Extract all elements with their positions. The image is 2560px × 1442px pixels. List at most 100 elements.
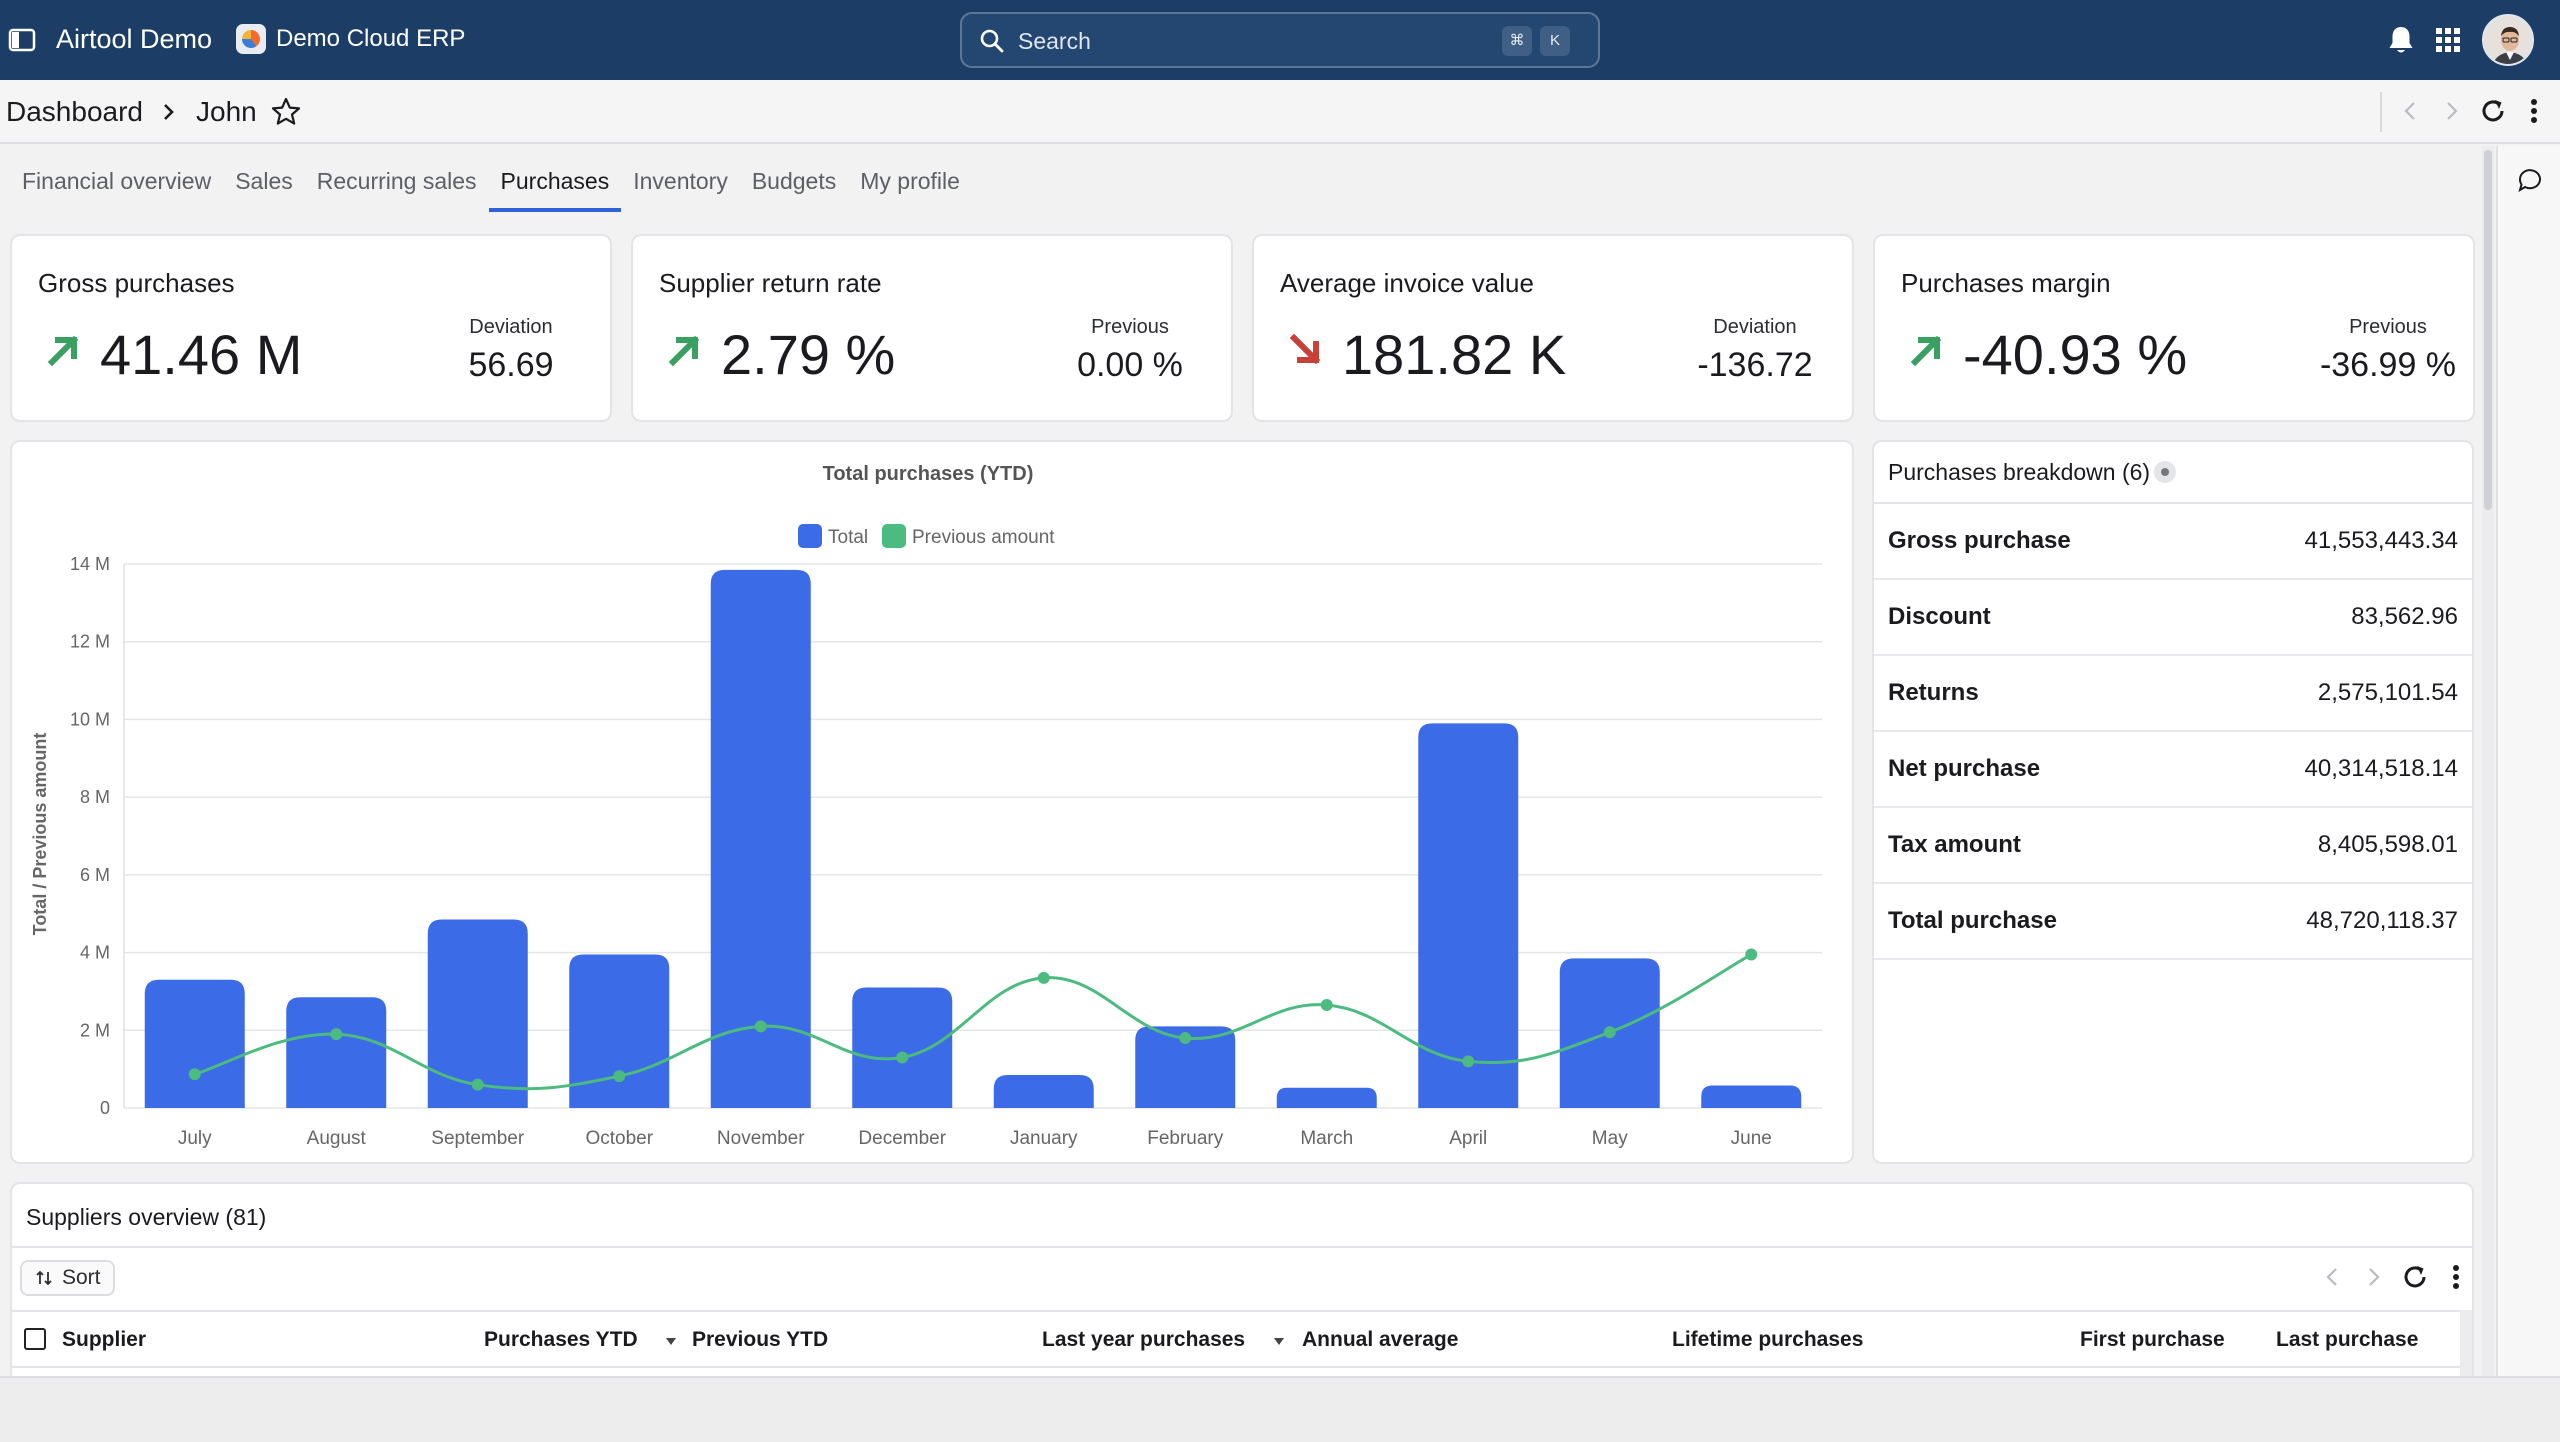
- point-october[interactable]: [613, 1070, 626, 1083]
- bar-january[interactable]: [993, 1074, 1094, 1108]
- favorite-star-icon[interactable]: [270, 96, 302, 128]
- legend-swatch-total[interactable]: [798, 524, 822, 548]
- suppliers-overview-card: Suppliers overview (81) Sort Supplier Pu…: [10, 1182, 2474, 1382]
- breakdown-label: Returns: [1888, 679, 1979, 706]
- kpi-side-label: Previous: [2349, 316, 2427, 338]
- kpi-side-label: Previous: [1091, 316, 1169, 338]
- kpi-side-value: -136.72: [1697, 346, 1813, 384]
- tab-inventory[interactable]: Inventory: [633, 168, 728, 194]
- kpi-title: Average invoice value: [1280, 268, 1534, 298]
- chevron-right-icon[interactable]: [2360, 1264, 2386, 1290]
- point-september[interactable]: [471, 1078, 484, 1091]
- sort-descending-icon[interactable]: [1272, 1334, 1286, 1348]
- point-may[interactable]: [1603, 1026, 1616, 1039]
- column-header-purchases-ytd[interactable]: Purchases YTD: [484, 1328, 638, 1351]
- page-scrollbar-thumb[interactable]: [2484, 150, 2492, 510]
- comment-icon[interactable]: [2516, 166, 2544, 194]
- breakdown-value: 2,575,101.54: [2317, 679, 2458, 706]
- kpi-value: 2.79 %: [721, 323, 896, 386]
- bar-april[interactable]: [1418, 723, 1519, 1108]
- point-august[interactable]: [330, 1028, 343, 1041]
- point-march[interactable]: [1320, 999, 1333, 1012]
- bar-february[interactable]: [1135, 1026, 1236, 1108]
- breakdown-row[interactable]: Total purchase 48,720,118.37: [1874, 884, 2472, 960]
- kpi-card-supplier-return-rate[interactable]: Supplier return rate 2.79 % Previous 0.0…: [631, 234, 1233, 422]
- kpi-side-label: Deviation: [469, 316, 553, 338]
- kpi-value: -40.93 %: [1963, 323, 2188, 386]
- kpi-card-average-invoice-value[interactable]: Average invoice value 181.82 K Deviation…: [1252, 234, 1854, 422]
- select-all-checkbox[interactable]: [24, 1328, 46, 1350]
- search-input[interactable]: [1018, 26, 1438, 56]
- tab-financial-overview[interactable]: Financial overview: [22, 168, 212, 194]
- chevron-left-icon[interactable]: [2320, 1264, 2346, 1290]
- x-tick-label: August: [307, 1128, 367, 1149]
- point-february[interactable]: [1179, 1032, 1192, 1045]
- notifications-bell-icon[interactable]: [2386, 24, 2416, 56]
- sidebar-toggle-icon[interactable]: [8, 26, 36, 54]
- point-december[interactable]: [896, 1051, 909, 1064]
- divider: [12, 1246, 2472, 1248]
- column-header-annual-average[interactable]: Annual average: [1302, 1328, 1459, 1351]
- column-header-last-year-purchases[interactable]: Last year purchases: [1042, 1328, 1246, 1351]
- column-header-lifetime-purchases[interactable]: Lifetime purchases: [1672, 1328, 1864, 1351]
- sort-descending-icon[interactable]: [664, 1334, 678, 1348]
- more-vertical-icon[interactable]: [2522, 96, 2546, 126]
- refresh-icon[interactable]: [2478, 96, 2508, 126]
- info-icon[interactable]: [2154, 461, 2177, 483]
- breakdown-row[interactable]: Discount 83,562.96: [1874, 580, 2472, 656]
- breakdown-row[interactable]: Gross purchase 41,553,443.34: [1874, 504, 2472, 580]
- bar-august[interactable]: [286, 997, 387, 1108]
- chevron-left-icon[interactable]: [2398, 98, 2424, 124]
- kpi-card-purchases-margin[interactable]: Purchases margin -40.93 % Previous -36.9…: [1873, 234, 2475, 422]
- suppliers-table-header: Supplier Purchases YTD Previous YTD Last…: [12, 1310, 2472, 1368]
- x-tick-label: July: [178, 1128, 212, 1149]
- more-vertical-icon[interactable]: [2444, 1262, 2468, 1292]
- app-name[interactable]: Airtool Demo: [56, 24, 213, 54]
- legend-label-previous[interactable]: Previous amount: [912, 527, 1055, 548]
- bar-september[interactable]: [427, 919, 528, 1108]
- point-july[interactable]: [188, 1068, 201, 1081]
- tab-purchases[interactable]: Purchases: [488, 146, 622, 212]
- legend-swatch-previous[interactable]: [882, 524, 906, 548]
- bar-november[interactable]: [710, 569, 811, 1108]
- breakdown-row[interactable]: Tax amount 8,405,598.01: [1874, 808, 2472, 884]
- point-january[interactable]: [1037, 971, 1050, 984]
- point-june[interactable]: [1745, 948, 1758, 961]
- column-header-first-purchase[interactable]: First purchase: [2080, 1328, 2225, 1351]
- point-november[interactable]: [754, 1020, 767, 1033]
- kpi-title: Gross purchases: [38, 268, 235, 298]
- bar-march[interactable]: [1276, 1087, 1377, 1108]
- chevron-right-icon[interactable]: [2438, 98, 2464, 124]
- bar-october[interactable]: [569, 954, 670, 1108]
- breakdown-row[interactable]: Net purchase 40,314,518.14: [1874, 732, 2472, 808]
- kpi-value: 181.82 K: [1342, 323, 1567, 386]
- point-april[interactable]: [1462, 1055, 1475, 1068]
- column-header-last-purchase[interactable]: Last purchase: [2276, 1328, 2419, 1351]
- refresh-icon[interactable]: [2400, 1262, 2430, 1292]
- breakdown-label: Discount: [1888, 603, 1991, 630]
- apps-grid-icon[interactable]: [2434, 26, 2462, 54]
- bar-december[interactable]: [852, 987, 953, 1108]
- kpi-card-gross-purchases[interactable]: Gross purchases 41.46 M Deviation 56.69: [10, 234, 612, 422]
- column-header-previous-ytd[interactable]: Previous YTD: [692, 1328, 829, 1351]
- shortcut-cmd-key: ⌘: [1502, 26, 1532, 56]
- user-avatar[interactable]: [2482, 14, 2534, 66]
- breadcrumb-dashboard[interactable]: Dashboard: [6, 96, 143, 127]
- bar-july[interactable]: [144, 979, 245, 1108]
- y-tick-label: 0: [100, 1098, 110, 1118]
- tab-budgets[interactable]: Budgets: [751, 168, 837, 194]
- bar-june[interactable]: [1701, 1085, 1802, 1108]
- sort-button[interactable]: Sort: [20, 1260, 115, 1296]
- legend-label-total[interactable]: Total: [828, 527, 868, 548]
- tab-my-profile[interactable]: My profile: [860, 168, 960, 194]
- y-axis-label: Total / Previous amount: [30, 733, 50, 936]
- breakdown-value: 41,553,443.34: [2304, 527, 2458, 554]
- tab-sales[interactable]: Sales: [235, 168, 293, 194]
- tab-recurring-sales[interactable]: Recurring sales: [316, 168, 477, 194]
- search-box[interactable]: ⌘ K: [960, 12, 1600, 68]
- breakdown-row[interactable]: Returns 2,575,101.54: [1874, 656, 2472, 732]
- column-header-supplier[interactable]: Supplier: [62, 1328, 147, 1351]
- table-scrollbar[interactable]: [2460, 1310, 2472, 1380]
- company-switcher[interactable]: Demo Cloud ERP: [236, 24, 465, 54]
- total-purchases-chart: Total purchases (YTD) Total Previous amo…: [30, 463, 1822, 1149]
